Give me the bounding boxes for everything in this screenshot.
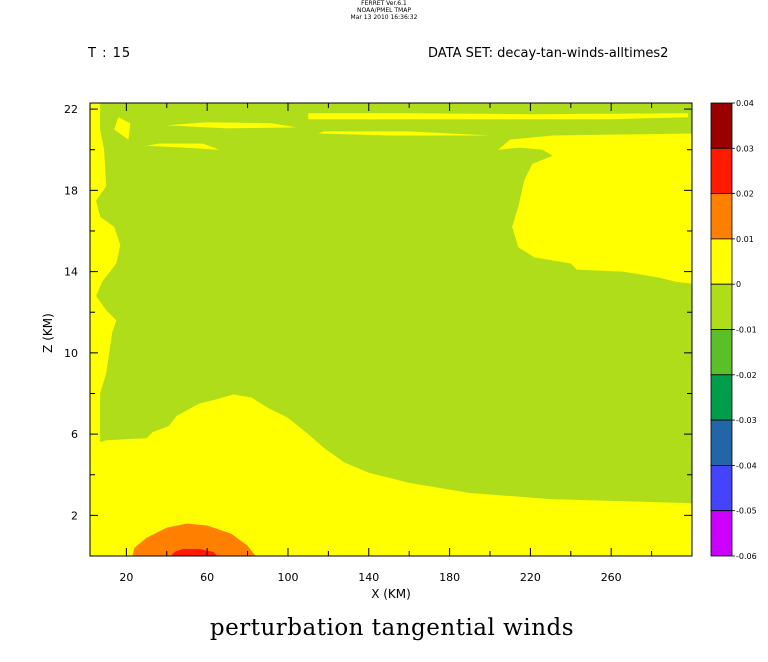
- colorbar-swatch: [710, 147, 733, 195]
- plot-frame: [89, 102, 693, 557]
- y-axis: 2 6 10 14 18 22: [64, 103, 692, 557]
- contour-strip-2: [318, 131, 490, 136]
- contour-strip-3: [146, 143, 220, 150]
- colorbar-swatch: [710, 374, 733, 421]
- colorbar-level-label: -0.05: [736, 507, 757, 516]
- contour-region-1: [96, 103, 692, 504]
- x-tick-label: 20: [119, 571, 133, 584]
- y-tick-label: 10: [64, 347, 78, 360]
- x-axis-title: X (KM): [371, 587, 411, 601]
- colorbar-level-label: 0.02: [736, 190, 754, 199]
- x-tick-label: 100: [277, 571, 298, 584]
- y-tick-label: 2: [71, 509, 78, 522]
- colorbar-level-label: -0.06: [736, 552, 757, 561]
- colorbar-level-label: 0.03: [736, 144, 754, 153]
- chart-title: perturbation tangential winds: [209, 615, 575, 641]
- x-tick-label: 140: [358, 571, 379, 584]
- contour-strip-0: [166, 122, 297, 129]
- ferret-version-stamp: FERRET Ver.6.1 NOAA/PMEL TMAP Mar 13 201…: [0, 0, 768, 21]
- colorbar-swatch: [710, 329, 733, 376]
- y-tick-label: 22: [64, 103, 78, 116]
- colorbar-level-label: -0.04: [736, 461, 757, 470]
- colorbar-level-label: -0.01: [736, 326, 757, 335]
- x-tick-label: 220: [520, 571, 541, 584]
- colorbar-swatch: [710, 510, 733, 557]
- y-tick-label: 6: [71, 428, 78, 441]
- colorbar-swatch: [710, 419, 733, 466]
- ferret-line-3: Mar 13 2010 16:36:32: [350, 14, 418, 21]
- ferret-line-2: NOAA/PMEL TMAP: [357, 7, 411, 14]
- x-tick-label: 60: [200, 571, 214, 584]
- contour-strip-1: [308, 113, 688, 120]
- contour-fill-layer: [90, 103, 692, 556]
- colorbar-level-label: 0.01: [736, 235, 754, 244]
- colorbar-swatch: [710, 102, 733, 149]
- contour-region-3: [170, 548, 218, 556]
- colorbar-level-label: -0.03: [736, 416, 757, 425]
- x-axis: 20 60 100 140 180 220 260: [119, 103, 693, 584]
- x-tick-label: 260: [601, 571, 622, 584]
- colorbar-swatch: [710, 464, 733, 512]
- colorbar-swatch: [710, 238, 733, 285]
- colorbar-swatch: [710, 193, 733, 240]
- contour-region-2: [132, 523, 256, 556]
- dataset-label: DATA SET: decay-tan-winds-alltimes2: [428, 46, 669, 61]
- colorbar-level-label: -0.02: [736, 371, 757, 380]
- y-tick-label: 14: [64, 266, 78, 279]
- colorbar: 0.04 0.03 0.02 0.01 0 -0.01 -0.02 -0.03 -0.04 -0.…: [710, 99, 757, 561]
- y-tick-label: 18: [64, 184, 78, 197]
- colorbar-level-label: 0.04: [736, 99, 754, 108]
- ferret-line-1: FERRET Ver.6.1: [361, 0, 407, 7]
- contour-strip-4: [114, 117, 131, 140]
- colorbar-level-label: 0: [736, 280, 741, 289]
- y-axis-title: Z (KM): [41, 313, 55, 353]
- x-tick-label: 180: [439, 571, 460, 584]
- time-step-label: T : 15: [88, 46, 132, 61]
- colorbar-swatch: [710, 283, 733, 330]
